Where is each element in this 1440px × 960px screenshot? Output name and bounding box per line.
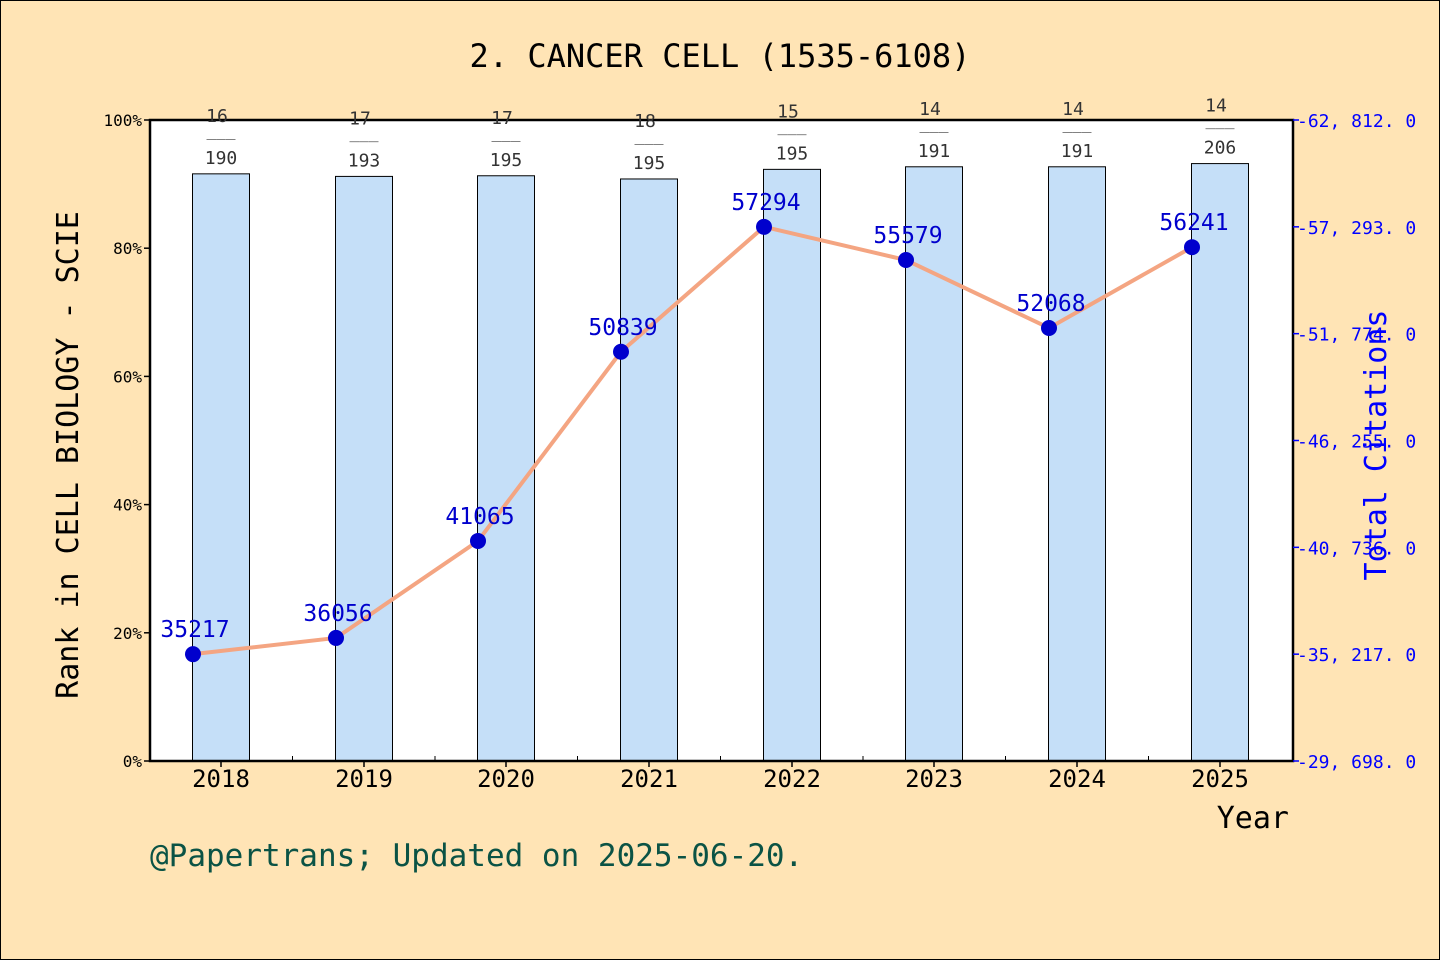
citation-data-label: 52068 xyxy=(1016,291,1085,317)
citation-point-2022 xyxy=(756,218,772,235)
citation-line-segment xyxy=(1047,245,1194,330)
rank-separator: ___ xyxy=(778,116,807,135)
citation-point-2023 xyxy=(898,252,914,269)
bar-2023 xyxy=(905,166,963,762)
citation-line-segment xyxy=(334,538,480,640)
x-tick-label: 2018 xyxy=(192,765,250,793)
citation-point-2019 xyxy=(328,629,344,646)
rank-separator: ___ xyxy=(350,123,379,142)
rank-numerator: 14 xyxy=(1062,99,1084,120)
rank-separator: ___ xyxy=(492,123,521,142)
y-right-tick-label: -46, 255. 0 xyxy=(1297,432,1416,453)
rank-denominator: 193 xyxy=(348,150,381,171)
y-left-tick-label: 80% xyxy=(113,239,142,258)
y-left-tick-label: 0% xyxy=(123,752,143,771)
rank-numerator: 18 xyxy=(634,111,656,132)
citation-point-2024 xyxy=(1041,319,1057,336)
rank-numerator: 14 xyxy=(919,99,941,120)
x-tick-label: 2025 xyxy=(1191,765,1249,793)
rank-denominator: 190 xyxy=(205,148,238,169)
footer-credit: @Papertrans; Updated on 2025-06-20. xyxy=(150,838,803,874)
citation-data-label: 41065 xyxy=(445,504,514,530)
bar-2020 xyxy=(477,175,535,762)
y-left-tick-label: 20% xyxy=(113,624,142,643)
bar-2021 xyxy=(620,178,678,762)
chart-title: 2. CANCER CELL (1535-6108) xyxy=(470,37,971,75)
rank-numerator: 17 xyxy=(349,108,371,129)
citation-line-segment xyxy=(619,224,766,354)
bar-2019 xyxy=(335,175,393,762)
y-left-tick-label: 100% xyxy=(103,111,142,130)
citation-data-label: 55579 xyxy=(873,223,942,249)
y-left-tick-label: 40% xyxy=(113,496,142,515)
citation-line-segment xyxy=(191,635,338,657)
rank-denominator: 206 xyxy=(1204,138,1237,159)
y-left-tick-label: 60% xyxy=(113,367,142,386)
rank-separator: ___ xyxy=(635,126,664,145)
bar-2024 xyxy=(1048,166,1106,762)
bar-2018 xyxy=(192,173,250,762)
citation-point-2025 xyxy=(1184,239,1200,256)
x-axis-label: Year xyxy=(1217,801,1289,836)
citation-point-2020 xyxy=(470,532,486,549)
y-right-axis-label: Total Citations xyxy=(1359,310,1394,581)
x-tick-label: 2020 xyxy=(477,765,535,793)
citation-data-label: 56241 xyxy=(1159,210,1228,236)
citation-line-segment xyxy=(904,258,1051,330)
x-tick-label: 2019 xyxy=(335,765,393,793)
x-tick-label: 2023 xyxy=(905,765,963,793)
y-right-tick-label: -29, 698. 0 xyxy=(1297,752,1416,773)
rank-separator: ___ xyxy=(207,121,236,140)
y-right-tick-label: -40, 736. 0 xyxy=(1297,538,1416,559)
rank-numerator: 15 xyxy=(777,101,799,122)
citation-data-label: 50839 xyxy=(588,315,657,341)
x-tick-label: 2021 xyxy=(620,765,678,793)
rank-numerator: 17 xyxy=(491,108,513,129)
rank-numerator: 16 xyxy=(206,106,228,127)
x-tick-label: 2024 xyxy=(1048,765,1106,793)
plot-area xyxy=(150,120,1293,761)
bar-2025 xyxy=(1191,163,1249,762)
citation-point-2018 xyxy=(185,646,201,663)
citation-line-segment xyxy=(476,349,623,543)
citation-data-label: 35217 xyxy=(160,617,229,643)
citation-data-label: 36056 xyxy=(303,601,372,627)
rank-denominator: 191 xyxy=(918,141,951,162)
rank-denominator: 195 xyxy=(633,153,666,174)
citation-line-segment xyxy=(762,224,908,263)
y-right-tick-label: -57, 293. 0 xyxy=(1297,218,1416,239)
rank-separator: ___ xyxy=(1206,111,1235,130)
y-right-tick-label: -35, 217. 0 xyxy=(1297,645,1416,666)
rank-denominator: 191 xyxy=(1061,141,1094,162)
rank-numerator: 14 xyxy=(1205,96,1227,117)
y-right-tick-label: -62, 812. 0 xyxy=(1297,111,1416,132)
y-left-axis-label: Rank in CELL BIOLOGY - SCIE xyxy=(51,211,86,699)
rank-denominator: 195 xyxy=(490,150,523,171)
citation-point-2021 xyxy=(613,343,629,360)
x-tick-label: 2022 xyxy=(763,765,821,793)
y-right-tick-label: -51, 774. 0 xyxy=(1297,325,1416,346)
bar-2022 xyxy=(763,168,821,762)
rank-separator: ___ xyxy=(920,114,949,133)
rank-denominator: 195 xyxy=(776,143,809,164)
rank-separator: ___ xyxy=(1063,114,1092,133)
citation-data-label: 57294 xyxy=(731,190,800,216)
